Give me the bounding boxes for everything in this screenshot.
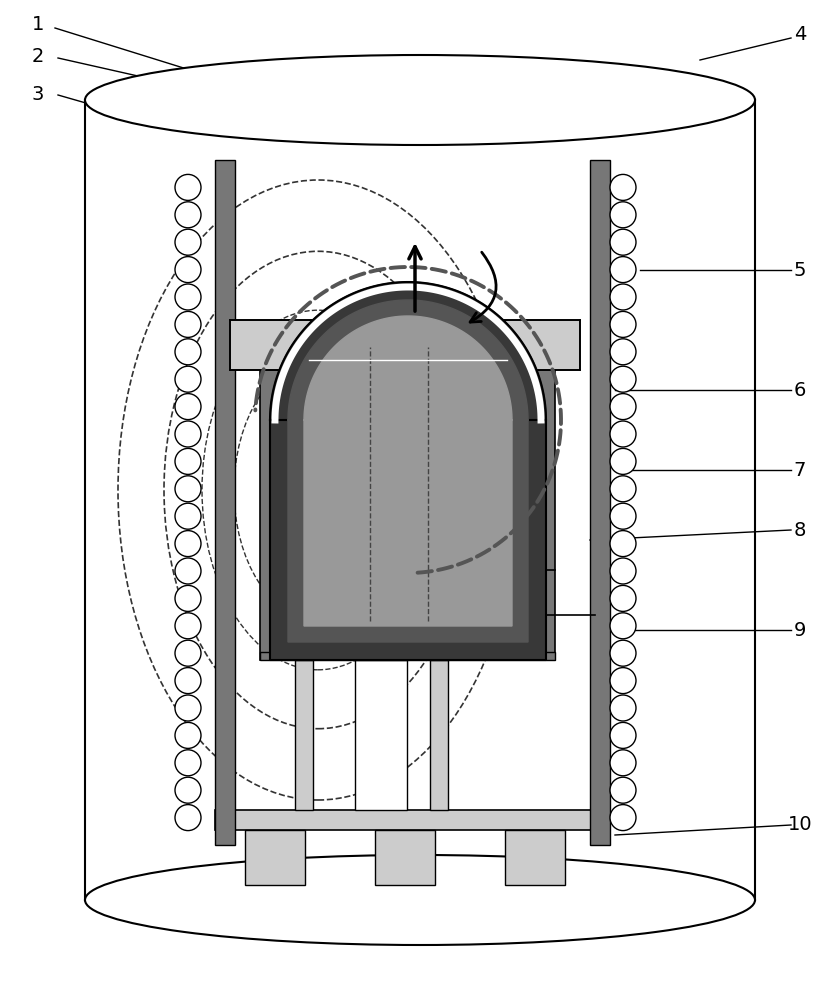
- Circle shape: [175, 805, 201, 831]
- Circle shape: [175, 421, 201, 447]
- Circle shape: [175, 531, 201, 557]
- FancyArrowPatch shape: [470, 252, 496, 322]
- Circle shape: [175, 585, 201, 611]
- Circle shape: [610, 421, 636, 447]
- Polygon shape: [304, 316, 512, 626]
- Bar: [85, 100, 755, 900]
- Circle shape: [610, 613, 636, 639]
- Circle shape: [610, 585, 636, 611]
- Circle shape: [175, 174, 201, 200]
- Polygon shape: [288, 300, 528, 642]
- Circle shape: [610, 448, 636, 474]
- Bar: [590, 160, 610, 845]
- Circle shape: [610, 339, 636, 365]
- Bar: [245, 830, 305, 885]
- Circle shape: [175, 311, 201, 337]
- Circle shape: [175, 558, 201, 584]
- Circle shape: [610, 777, 636, 803]
- Circle shape: [610, 311, 636, 337]
- Ellipse shape: [85, 55, 755, 145]
- Circle shape: [610, 750, 636, 776]
- Bar: [295, 660, 313, 810]
- Text: 10: 10: [788, 816, 812, 834]
- Circle shape: [175, 750, 201, 776]
- Bar: [525, 370, 555, 660]
- Ellipse shape: [85, 855, 755, 945]
- Circle shape: [610, 668, 636, 694]
- Circle shape: [610, 558, 636, 584]
- Bar: [230, 320, 360, 370]
- Circle shape: [175, 229, 201, 255]
- Circle shape: [175, 777, 201, 803]
- Text: 2: 2: [32, 47, 45, 66]
- Circle shape: [175, 476, 201, 502]
- Circle shape: [175, 640, 201, 666]
- Polygon shape: [270, 282, 546, 660]
- Circle shape: [610, 174, 636, 200]
- Text: 7: 7: [794, 460, 806, 480]
- Circle shape: [610, 476, 636, 502]
- Circle shape: [175, 503, 201, 529]
- Circle shape: [175, 202, 201, 228]
- Circle shape: [175, 668, 201, 694]
- Text: 6: 6: [794, 380, 806, 399]
- Text: 5: 5: [794, 260, 806, 279]
- Circle shape: [610, 503, 636, 529]
- Circle shape: [175, 722, 201, 748]
- Bar: [215, 160, 235, 845]
- Circle shape: [610, 394, 636, 420]
- Circle shape: [610, 722, 636, 748]
- Text: 1: 1: [32, 15, 45, 34]
- Circle shape: [175, 394, 201, 420]
- Text: 4: 4: [794, 25, 806, 44]
- Circle shape: [175, 448, 201, 474]
- Circle shape: [175, 257, 201, 283]
- Circle shape: [610, 640, 636, 666]
- Circle shape: [610, 805, 636, 831]
- Circle shape: [175, 613, 201, 639]
- Circle shape: [175, 366, 201, 392]
- Bar: [260, 370, 290, 660]
- Circle shape: [175, 695, 201, 721]
- Circle shape: [610, 202, 636, 228]
- Bar: [260, 652, 555, 660]
- Text: 3: 3: [32, 85, 45, 104]
- Circle shape: [610, 257, 636, 283]
- Bar: [375, 830, 435, 885]
- Bar: [475, 320, 580, 370]
- Circle shape: [175, 284, 201, 310]
- Circle shape: [610, 366, 636, 392]
- Bar: [505, 830, 565, 885]
- Circle shape: [175, 339, 201, 365]
- Circle shape: [610, 229, 636, 255]
- Circle shape: [610, 695, 636, 721]
- Circle shape: [610, 284, 636, 310]
- Bar: [430, 660, 448, 810]
- Circle shape: [610, 531, 636, 557]
- Text: 9: 9: [794, 620, 806, 640]
- Text: 8: 8: [794, 520, 806, 540]
- Bar: [215, 810, 595, 830]
- Bar: [355, 660, 407, 810]
